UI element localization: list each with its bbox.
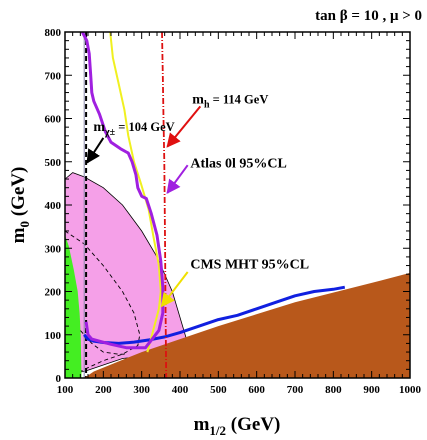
y-tick-label: 100 <box>45 330 62 342</box>
y-tick-label: 700 <box>45 70 62 82</box>
higgs-mass-line <box>161 32 168 378</box>
chart-header: tan β = 10 , μ > 0 <box>315 8 422 24</box>
x-tick-label: 800 <box>325 384 342 396</box>
y-tick-label: 200 <box>45 287 62 299</box>
bsg-excluded-region <box>65 235 82 378</box>
y-axis-title: m0 (GeV) <box>8 167 32 244</box>
x-axis-title: m1/2 (GeV) <box>194 414 281 438</box>
annotations: mh = 114 GeV mχ± = 104 GeV Atlas 0l 95%CL C… <box>86 92 309 308</box>
cms-label-arrow <box>160 271 189 308</box>
y-tick-label: 800 <box>45 27 62 39</box>
x-tick-label: 500 <box>210 384 227 396</box>
higgs-label: mh = 114 GeV <box>192 92 268 110</box>
x-tick-label: 700 <box>287 384 304 396</box>
gmuon-1sigma-dashed-line <box>65 230 141 378</box>
chargino-label: mχ± = 104 GeV <box>93 120 174 138</box>
higgs-label-arrow <box>166 105 202 148</box>
x-tick-label: 400 <box>172 384 189 396</box>
x-tick-label: 200 <box>95 384 112 396</box>
atlas-label: Atlas 0l 95%CL <box>190 156 286 171</box>
atlas-0l-contour <box>80 32 165 350</box>
atlas-label-arrow <box>166 164 189 195</box>
x-tick-label: 300 <box>133 384 150 396</box>
x-tick-label: 1000 <box>399 384 422 396</box>
x-tick-label: 100 <box>57 384 74 396</box>
x-tick-label: 600 <box>248 384 265 396</box>
y-tick-label: 600 <box>45 114 62 126</box>
plot-area <box>65 32 410 378</box>
x-tick-label: 900 <box>363 384 380 396</box>
y-tick-label: 400 <box>45 200 62 212</box>
y-tick-label: 300 <box>45 243 62 255</box>
y-tick-label: 0 <box>56 373 62 385</box>
chargino-label-arrow <box>86 137 105 164</box>
axis-ticks: 100 200 300 400 500 600 700 800 900 1000010020030… <box>45 27 422 396</box>
cms-label: CMS MHT 95%CL <box>190 258 309 273</box>
y-tick-label: 500 <box>45 157 62 169</box>
